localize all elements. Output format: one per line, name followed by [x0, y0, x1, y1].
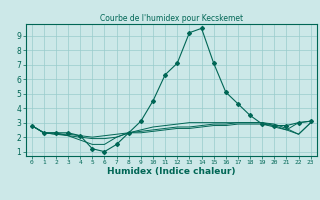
X-axis label: Humidex (Indice chaleur): Humidex (Indice chaleur): [107, 167, 236, 176]
Title: Courbe de l'humidex pour Kecskemet: Courbe de l'humidex pour Kecskemet: [100, 14, 243, 23]
